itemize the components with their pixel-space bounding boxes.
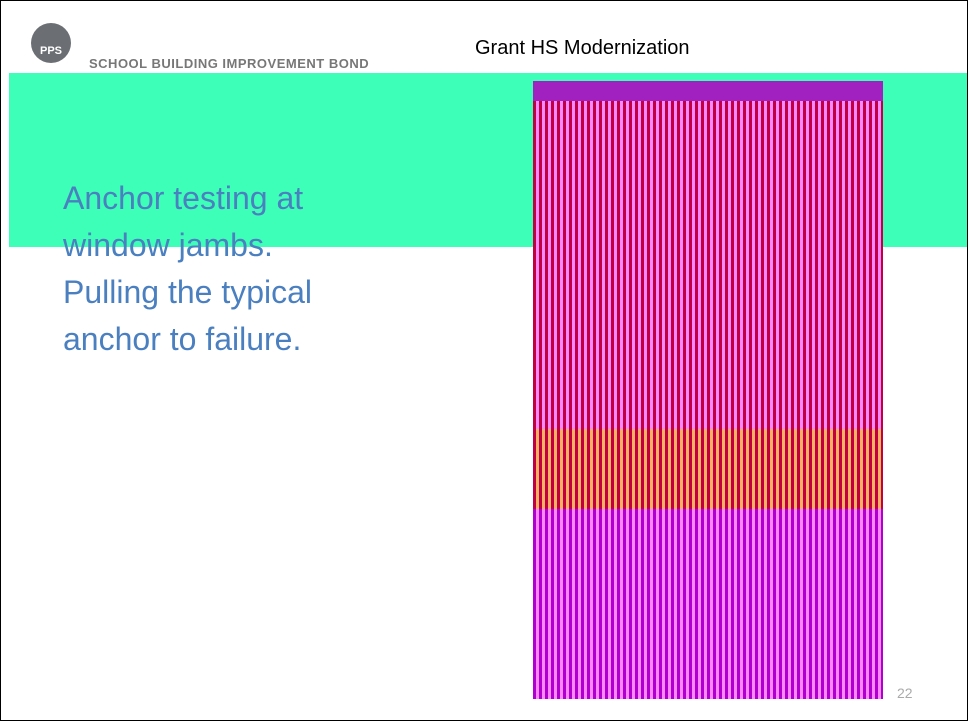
photo-area	[533, 509, 883, 699]
slide: PPS SCHOOL BUILDING IMPROVEMENT BOND Gra…	[0, 0, 968, 721]
body-line: window jambs.	[63, 222, 312, 269]
photo-area	[533, 101, 883, 429]
body-line: Anchor testing at	[63, 175, 312, 222]
page: PPS SCHOOL BUILDING IMPROVEMENT BOND Gra…	[0, 0, 968, 721]
body-line: anchor to failure.	[63, 316, 312, 363]
photo-top	[533, 81, 883, 101]
photo	[533, 81, 883, 699]
banner-text: SCHOOL BUILDING IMPROVEMENT BOND	[89, 56, 369, 71]
page-number: 22	[897, 685, 913, 701]
photo-area	[533, 429, 883, 509]
slide-title: Grant HS Modernization	[475, 37, 690, 60]
body-line: Pulling the typical	[63, 269, 312, 316]
logo: PPS	[31, 23, 71, 63]
body-text: Anchor testing at window jambs. Pulling …	[63, 175, 312, 363]
